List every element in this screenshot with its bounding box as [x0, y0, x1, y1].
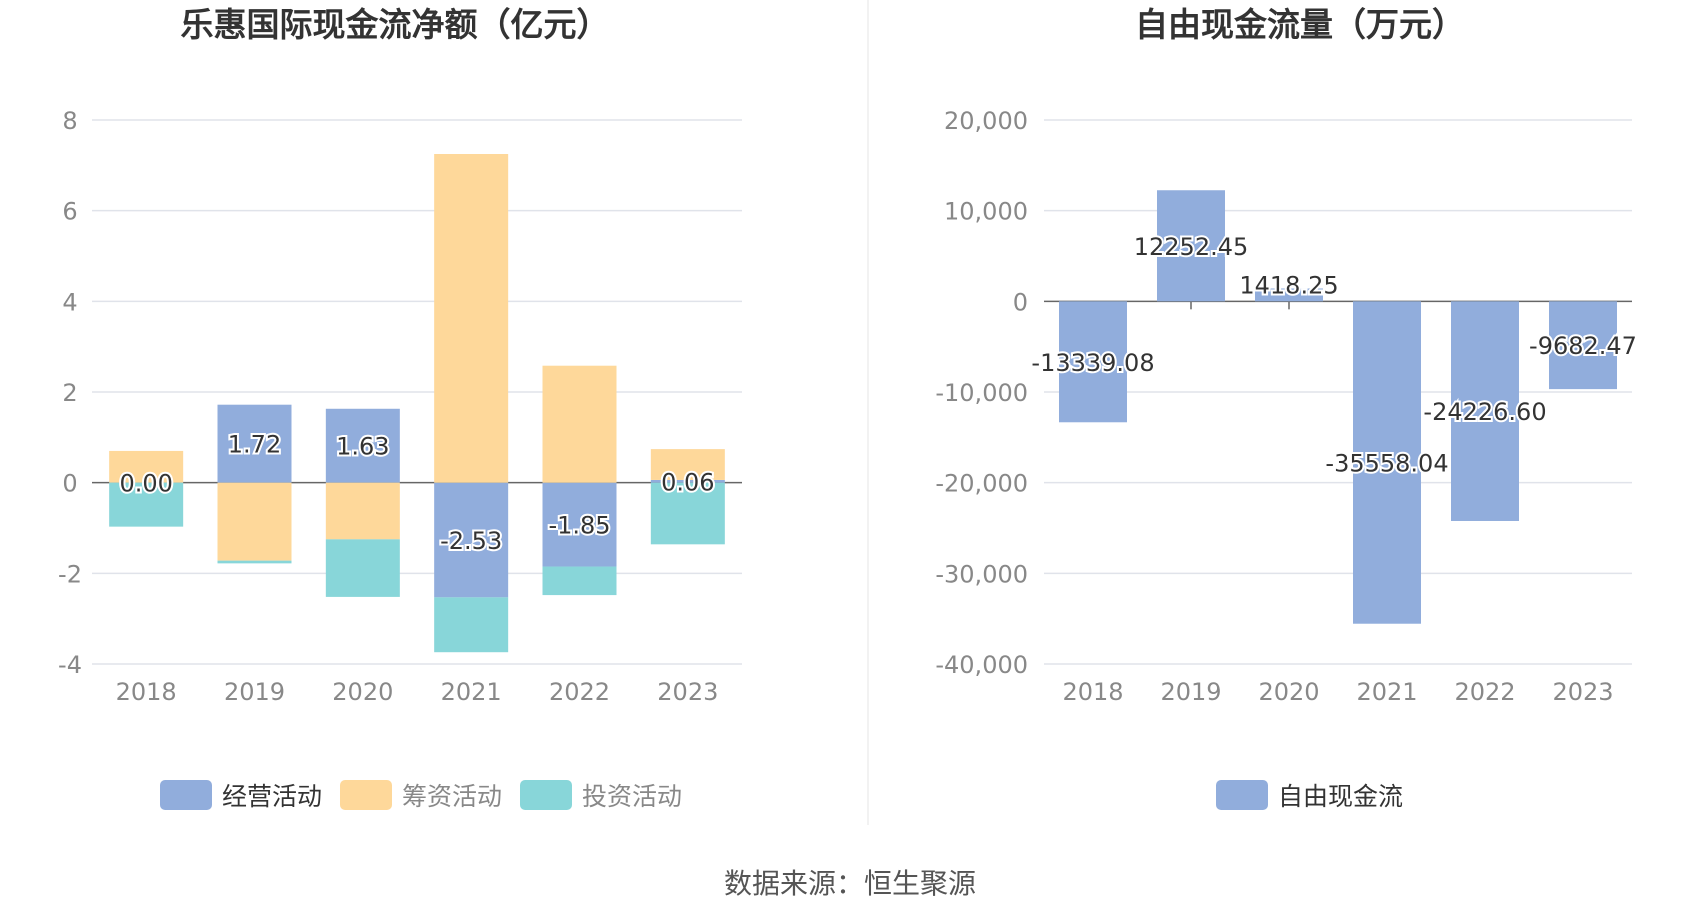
bar-free-cash-2020[interactable]: [1255, 288, 1323, 302]
right-y-tick-label: 20,000: [944, 107, 1028, 135]
right-x-tick-label: 2023: [1552, 678, 1613, 706]
bar-free-cash-2018[interactable]: [1059, 301, 1127, 423]
right-y-tick-label: -30,000: [935, 560, 1028, 588]
right-x-tick-label: 2019: [1160, 678, 1221, 706]
data-label-operating-2019: 1.72: [228, 431, 281, 459]
bar-free-cash-2019[interactable]: [1157, 190, 1225, 302]
right-y-tick-label: 0: [1013, 288, 1028, 316]
left-y-tick-label: -4: [58, 651, 82, 679]
left-y-tick-label: -2: [58, 560, 82, 588]
bar-free-cash-2023[interactable]: [1549, 301, 1617, 390]
legend-label-financing[interactable]: 筹资活动: [402, 782, 502, 811]
bar-operating-2023[interactable]: [650, 479, 725, 483]
legend-swatch-investing[interactable]: [520, 780, 572, 810]
legend-label-free-cash[interactable]: 自由现金流: [1278, 782, 1403, 811]
left-x-tick-label: 2021: [441, 678, 502, 706]
right-chart-title: 自由现金流量（万元）: [1135, 5, 1465, 44]
right-y-tick-label: -20,000: [935, 470, 1028, 498]
legend-label-operating[interactable]: 经营活动: [222, 782, 322, 811]
data-label-operating-2018: 0.00: [119, 470, 172, 498]
right-x-tick-label: 2021: [1356, 678, 1417, 706]
bar-investing-2023[interactable]: [650, 482, 725, 545]
bar-financing-2018[interactable]: [109, 450, 184, 483]
left-y-tick-label: 0: [62, 470, 77, 498]
right-legend: 自由现金流: [1216, 780, 1403, 811]
bar-financing-2022[interactable]: [542, 365, 617, 483]
bar-operating-2019[interactable]: [217, 404, 292, 483]
data-label-operating-2020: 1.63: [336, 433, 389, 461]
left-x-tick-label: 2018: [116, 678, 177, 706]
bar-operating-2020[interactable]: [325, 408, 400, 483]
data-label-operating-2021: -2.53: [440, 527, 502, 555]
right-x-tick-label: 2018: [1062, 678, 1123, 706]
data-label-free-cash-2018: -13339.08: [1031, 349, 1154, 377]
right-y-tick-label: -40,000: [935, 651, 1028, 679]
data-label-operating-2022: -1.85: [548, 512, 610, 540]
data-label-free-cash-2020: 1418.25: [1239, 271, 1338, 299]
bar-investing-2022[interactable]: [542, 566, 617, 596]
data-label-free-cash-2023: -9682.47: [1529, 332, 1637, 360]
bar-financing-2023[interactable]: [650, 449, 725, 480]
left-y-tick-label: 6: [62, 198, 77, 226]
left-x-tick-label: 2019: [224, 678, 285, 706]
left-x-tick-label: 2023: [657, 678, 718, 706]
left-y-tick-label: 4: [62, 288, 77, 316]
bar-investing-2018[interactable]: [109, 482, 184, 527]
legend-swatch-financing[interactable]: [340, 780, 392, 810]
legend-label-investing[interactable]: 投资活动: [582, 782, 682, 811]
bar-operating-2021[interactable]: [434, 482, 509, 598]
data-label-free-cash-2019: 12252.45: [1134, 233, 1249, 261]
data-label-operating-2023: 0.06: [661, 468, 714, 496]
bar-financing-2020[interactable]: [325, 482, 400, 540]
bar-investing-2020[interactable]: [325, 539, 400, 597]
cashflow-net-chart: 乐惠国际现金流净额（亿元） 8 6 4 2 0 -2 -4 2018 2019 2020 2021 2…: [58, 5, 742, 811]
right-y-tick-label: -10,000: [935, 379, 1028, 407]
bar-operating-2022[interactable]: [542, 482, 617, 567]
data-label-free-cash-2021: -35558.04: [1325, 450, 1448, 478]
bar-investing-2021[interactable]: [434, 597, 509, 653]
left-chart-title: 乐惠国际现金流净额（亿元）: [181, 5, 610, 44]
left-x-tick-label: 2022: [549, 678, 610, 706]
free-cash-flow-chart: 自由现金流量（万元） 20,000 10,000 0 -10,000 -20,000 -3…: [935, 5, 1639, 811]
data-label-free-cash-2022: -24226.60: [1423, 398, 1546, 426]
left-legend: 经营活动 筹资活动 投资活动: [160, 780, 682, 811]
bar-financing-2019[interactable]: [217, 482, 292, 561]
bar-free-cash-2021[interactable]: [1353, 301, 1421, 624]
left-x-tick-label: 2020: [332, 678, 393, 706]
right-x-tick-label: 2022: [1454, 678, 1515, 706]
bar-financing-2021[interactable]: [434, 154, 509, 483]
legend-swatch-operating[interactable]: [160, 780, 212, 810]
legend-swatch-free-cash[interactable]: [1216, 780, 1268, 810]
left-y-tick-label: 2: [62, 379, 77, 407]
left-y-tick-label: 8: [62, 107, 77, 135]
right-y-tick-label: 10,000: [944, 198, 1028, 226]
source-note: 数据来源：恒生聚源: [723, 867, 976, 900]
bar-free-cash-2022[interactable]: [1451, 301, 1519, 521]
right-x-tick-label: 2020: [1258, 678, 1319, 706]
bar-investing-2019[interactable]: [217, 560, 292, 564]
